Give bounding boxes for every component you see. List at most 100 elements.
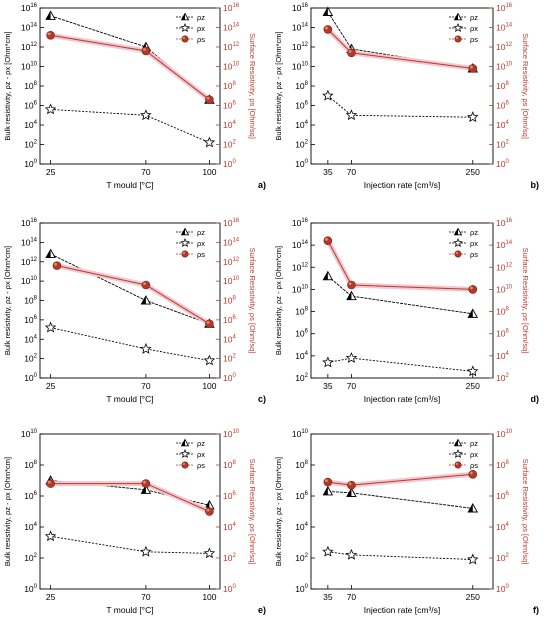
data-point-circle — [468, 469, 478, 479]
data-point-circle — [52, 261, 62, 270]
data-point-star — [345, 352, 358, 363]
legend: ρz ρx ρs — [449, 12, 478, 44]
series-star — [322, 352, 479, 377]
y-tick-label-right: 1016 — [223, 3, 240, 13]
y-tick-label-right: 1010 — [496, 284, 513, 294]
data-point-circle — [141, 479, 151, 488]
data-point-triangle — [322, 485, 334, 496]
y-tick-label-left: 106 — [295, 101, 308, 111]
panel-label: f) — [533, 605, 539, 615]
data-point-circle — [46, 30, 55, 40]
chart-panel-a: 100 100 102 102 104 104 106 106 108 108 1010 1010 10… — [3, 3, 266, 190]
y-tick-label-left: 102 — [295, 373, 308, 383]
y-tick-label-right: 1012 — [223, 42, 240, 52]
legend-entry: ρs — [197, 461, 205, 470]
series-line — [50, 483, 210, 512]
y-tick-label-right: 1016 — [223, 218, 240, 228]
legend: ρz ρx ρs — [449, 438, 478, 470]
legend-entry: ρx — [470, 450, 478, 459]
x-tick-label: 70 — [141, 167, 151, 177]
legend-marker-triangle — [453, 227, 463, 236]
data-point-triangle — [45, 248, 56, 259]
legend-entry: ρs — [470, 250, 478, 259]
plot-frame — [310, 433, 494, 590]
y-tick-label-right: 108 — [223, 296, 236, 306]
y-tick-label-left: 1010 — [292, 429, 309, 439]
data-point-star — [44, 530, 57, 542]
x-axis-label: T mould [°C] — [106, 605, 153, 615]
y-tick-label-left: 106 — [24, 101, 37, 111]
x-tick-label: 250 — [466, 381, 480, 391]
x-tick-label: 70 — [141, 381, 151, 391]
y-tick-label-right: 102 — [223, 354, 236, 364]
legend-marker-star — [180, 449, 190, 459]
series-triangle — [322, 270, 479, 318]
series-line — [50, 108, 210, 144]
y-tick-label-left: 100 — [24, 373, 37, 383]
legend-marker-triangle — [180, 12, 190, 21]
legend-marker-circle — [454, 461, 462, 469]
series-line — [327, 490, 473, 509]
y-axis-label-right: Surface Resistivity, ρs [Ohm/sq] — [521, 459, 530, 565]
data-point-triangle — [140, 484, 152, 494]
y-tick-label-right: 1010 — [223, 429, 240, 439]
legend-entry: ρz — [470, 439, 478, 448]
y-tick-label-right: 100 — [496, 159, 509, 169]
legend-entry: ρx — [197, 450, 205, 459]
y-tick-label-left: 102 — [24, 553, 37, 563]
y-tick-label-left: 1010 — [21, 276, 38, 286]
x-tick-label: 35 — [323, 167, 333, 177]
data-point-circle — [323, 25, 333, 34]
data-point-circle — [46, 479, 55, 488]
legend-entry: ρs — [470, 35, 478, 44]
series-circle — [323, 469, 478, 490]
y-tick-label-right: 106 — [223, 101, 236, 111]
x-axis-label: Injection rate [cm³/s] — [364, 394, 441, 404]
legend-marker-star — [453, 238, 463, 248]
y-tick-label-left: 102 — [295, 553, 308, 563]
legend-entry: ρz — [470, 228, 478, 237]
chart-panel-e: 100 100 102 102 104 104 106 106 108 108 1010 1010 25… — [3, 429, 266, 615]
y-tick-label-left: 100 — [295, 159, 308, 169]
y-tick-label-left: 108 — [295, 460, 308, 470]
legend-entry: ρz — [197, 439, 205, 448]
y-tick-label-right: 104 — [223, 334, 236, 344]
y-tick-label-left: 108 — [24, 460, 37, 470]
data-point-circle — [468, 64, 478, 73]
panel-label: a) — [258, 180, 266, 190]
y-tick-label-right: 100 — [496, 584, 509, 594]
y-tick-label-left: 104 — [295, 522, 308, 532]
legend-entry: ρz — [197, 13, 205, 22]
legend-marker-triangle — [180, 438, 190, 447]
y-tick-label-right: 108 — [496, 460, 509, 470]
data-point-star — [345, 548, 358, 560]
chart-panel-c: 100 100 102 102 104 104 106 106 108 108 1010 1010 10… — [3, 218, 266, 404]
y-tick-label-right: 1014 — [223, 237, 240, 247]
legend-marker-circle — [181, 250, 189, 258]
data-point-circle — [141, 280, 151, 290]
series-line — [327, 357, 473, 372]
legend-marker-star — [453, 449, 463, 459]
x-tick-label: 100 — [202, 592, 216, 602]
y-tick-label-right: 102 — [496, 140, 509, 150]
y-tick-label-right: 1012 — [223, 257, 240, 267]
plot-frame — [310, 222, 494, 379]
data-point-star — [203, 136, 216, 148]
legend-entry: ρx — [197, 239, 205, 248]
y-tick-label-right: 108 — [223, 81, 236, 91]
y-tick-label-right: 106 — [496, 491, 509, 501]
data-point-star — [322, 356, 334, 368]
x-tick-label: 25 — [46, 167, 56, 177]
x-axis-label: T mould [°C] — [106, 180, 153, 190]
x-tick-label: 25 — [46, 381, 56, 391]
x-tick-label: 250 — [466, 592, 480, 602]
series-circle — [52, 261, 214, 329]
data-point-star — [140, 342, 152, 354]
panel-label: d) — [531, 394, 540, 404]
y-tick-label-left: 100 — [295, 584, 308, 594]
series-star — [44, 103, 216, 148]
y-tick-label-left: 1012 — [21, 42, 38, 52]
y-axis-label-right: Surface Resistivity, ρs [Ohm/sq] — [248, 33, 257, 139]
series-line — [50, 327, 210, 362]
series-star — [44, 321, 216, 366]
